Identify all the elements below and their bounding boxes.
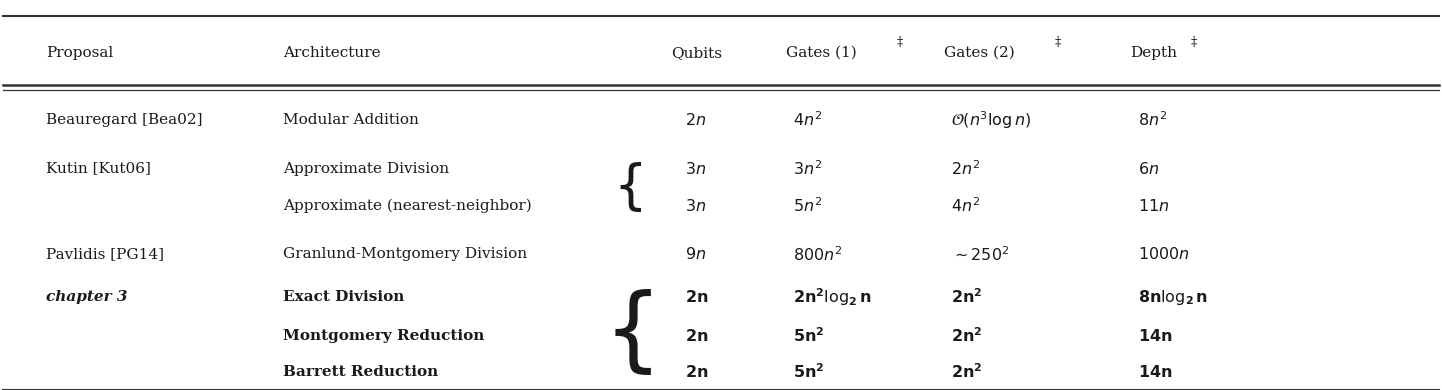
- Text: $\mathbf{8n \log_2 n}$: $\mathbf{8n \log_2 n}$: [1138, 287, 1208, 307]
- Text: $\mathbf{14n}$: $\mathbf{14n}$: [1138, 363, 1172, 379]
- Text: $4n^2$: $4n^2$: [950, 197, 981, 215]
- Text: ‡: ‡: [1191, 36, 1197, 49]
- Text: $800n^2$: $800n^2$: [793, 245, 842, 264]
- Text: $4n^2$: $4n^2$: [793, 111, 822, 129]
- Text: $\mathbf{14n}$: $\mathbf{14n}$: [1138, 328, 1172, 344]
- Text: $\mathbf{2n}$: $\mathbf{2n}$: [685, 328, 708, 344]
- Text: $3n$: $3n$: [685, 198, 707, 214]
- Text: Approximate (nearest-neighbor): Approximate (nearest-neighbor): [283, 199, 532, 213]
- Text: $\mathbf{5n^2}$: $\mathbf{5n^2}$: [793, 362, 825, 381]
- Text: Exact Division: Exact Division: [283, 290, 404, 304]
- Text: $3n^2$: $3n^2$: [793, 159, 822, 178]
- Text: $8n^2$: $8n^2$: [1138, 111, 1167, 129]
- Text: $\{$: $\{$: [603, 289, 652, 379]
- Text: $\mathbf{2n^2 \log_2 n}$: $\mathbf{2n^2 \log_2 n}$: [793, 286, 871, 308]
- Text: $1000n$: $1000n$: [1138, 246, 1190, 262]
- Text: $9n$: $9n$: [685, 246, 707, 262]
- Text: $2n$: $2n$: [685, 112, 707, 128]
- Text: $3n$: $3n$: [685, 161, 707, 177]
- Text: $\mathbf{5n^2}$: $\mathbf{5n^2}$: [793, 327, 825, 346]
- Text: $\mathbf{2n^2}$: $\mathbf{2n^2}$: [950, 288, 982, 307]
- Text: $\mathbf{2n}$: $\mathbf{2n}$: [685, 289, 708, 305]
- Text: Proposal: Proposal: [46, 46, 112, 60]
- Text: $6n$: $6n$: [1138, 161, 1159, 177]
- Text: Approximate Division: Approximate Division: [283, 161, 448, 176]
- Text: $\mathbf{2n^2}$: $\mathbf{2n^2}$: [950, 362, 982, 381]
- Text: Gates (2): Gates (2): [943, 46, 1014, 60]
- Text: $\mathcal{O}(n^3 \log n)$: $\mathcal{O}(n^3 \log n)$: [950, 109, 1031, 131]
- Text: Modular Addition: Modular Addition: [283, 113, 418, 127]
- Text: $5n^2$: $5n^2$: [793, 197, 822, 215]
- Text: Montgomery Reduction: Montgomery Reduction: [283, 329, 485, 343]
- Text: $\{$: $\{$: [613, 160, 642, 214]
- Text: Granlund-Montgomery Division: Granlund-Montgomery Division: [283, 247, 526, 261]
- Text: Barrett Reduction: Barrett Reduction: [283, 365, 438, 379]
- Text: $\mathbf{2n}$: $\mathbf{2n}$: [685, 363, 708, 379]
- Text: $2n^2$: $2n^2$: [950, 159, 981, 178]
- Text: ‡: ‡: [1054, 36, 1060, 49]
- Text: $\mathbf{2n^2}$: $\mathbf{2n^2}$: [950, 327, 982, 346]
- Text: $11n$: $11n$: [1138, 198, 1169, 214]
- Text: Beauregard [Bea02]: Beauregard [Bea02]: [46, 113, 202, 127]
- Text: Qubits: Qubits: [671, 46, 722, 60]
- Text: chapter 3: chapter 3: [46, 290, 127, 304]
- Text: Gates (1): Gates (1): [786, 46, 857, 60]
- Text: Architecture: Architecture: [283, 46, 381, 60]
- Text: $\sim 250^2$: $\sim 250^2$: [950, 245, 1009, 264]
- Text: Kutin [Kut06]: Kutin [Kut06]: [46, 161, 151, 176]
- Text: Pavlidis [PG14]: Pavlidis [PG14]: [46, 247, 164, 261]
- Text: ‡: ‡: [897, 36, 903, 49]
- Text: Depth: Depth: [1131, 46, 1177, 60]
